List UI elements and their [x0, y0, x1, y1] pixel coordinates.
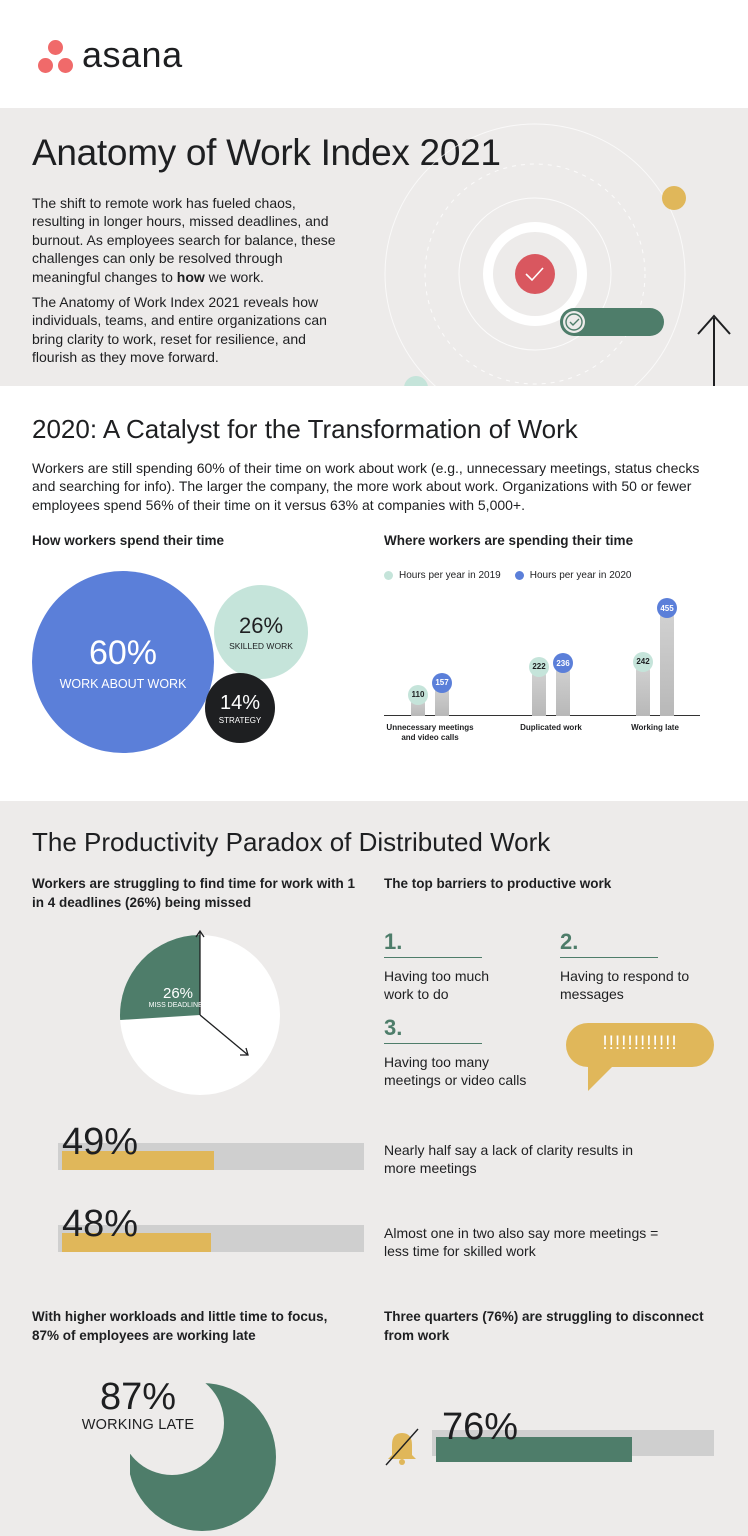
disconnect-bar-fill	[436, 1437, 633, 1462]
pie-label: 26% MISS DEADLINES	[148, 985, 208, 1009]
bar-2-1	[660, 610, 674, 716]
late-label: 87% WORKING LATE	[81, 1376, 195, 1433]
barrier-3: 3. Having too many meetings or video cal…	[384, 1015, 527, 1088]
hours-bar-chart: 110 157 222 236 242 455	[384, 596, 700, 716]
paradox-title: The Productivity Paradox of Distributed …	[32, 827, 551, 857]
work-about-work-bubble: 60% WORK ABOUT WORK	[32, 571, 214, 753]
stat-2-text: Almost one in two also say more meetings…	[384, 1225, 659, 1260]
legend-swatch-2020	[514, 571, 524, 580]
bar-value-label: 157	[432, 672, 452, 693]
stat-2-pct: 48%	[62, 1203, 139, 1245]
stat-bar-2-track	[58, 1225, 364, 1252]
legend-label-2020: Hours per year in 2020	[529, 570, 632, 581]
brand-wordmark: asana	[82, 34, 183, 75]
hero-section: Anatomy of Work Index 2021 The shift to …	[0, 108, 748, 386]
barrier-2: 2. Having to respond to messages	[560, 929, 690, 1002]
x-label-meetings: Unnecessary meetings and video calls	[386, 723, 474, 742]
legend-label-2019: Hours per year in 2019	[399, 570, 501, 581]
bar-1-1	[556, 665, 570, 716]
chart-x-labels: Unnecessary meetings and video calls Dup…	[384, 723, 700, 753]
catalyst-section: 2020: A Catalyst for the Transformation …	[0, 386, 748, 801]
disconnect-bar-track	[432, 1430, 714, 1462]
deadlines-heading: Workers are struggling to find time for …	[32, 876, 356, 910]
moon-icon	[130, 1383, 276, 1531]
deadlines-pie	[119, 929, 280, 1095]
strategy-bubble: 14% STRATEGY	[205, 673, 275, 743]
hero-paragraph-1: The shift to remote work has fueled chao…	[32, 195, 336, 285]
paradox-section: The Productivity Paradox of Distributed …	[0, 801, 748, 1536]
hero-illustration	[384, 123, 731, 386]
page-title: Anatomy of Work Index 2021	[32, 132, 501, 173]
disconnect-heading: Three quarters (76%) are struggling to d…	[384, 1309, 704, 1343]
chart-legend: Hours per year in 2019 Hours per year in…	[384, 570, 631, 581]
stat-1-pct: 49%	[62, 1121, 139, 1163]
asana-logo-icon	[36, 40, 78, 78]
speech-bubble-icon	[566, 1023, 714, 1091]
catalyst-body: Workers are still spending 60% of their …	[32, 460, 700, 513]
x-label-duplicated: Duplicated work	[520, 723, 582, 732]
bar-value-label: 222	[529, 656, 549, 677]
legend-swatch-2019	[384, 571, 393, 580]
stat-bar-1-track	[58, 1143, 364, 1170]
disconnect-pct: 76%	[442, 1406, 519, 1448]
bar-2-0	[636, 663, 650, 716]
bar-value-label: 236	[553, 653, 573, 673]
chart-heading: Where workers are spending their time	[384, 533, 634, 548]
barrier-1: 1. Having too much work to do	[384, 929, 490, 1002]
bar-value-label: 455	[657, 598, 677, 619]
pie-slice-missed	[119, 935, 200, 1021]
stat-bar-1-fill	[62, 1151, 214, 1170]
bar-value-label: 110	[408, 684, 428, 705]
hero-paragraph-2: The Anatomy of Work Index 2021 reveals h…	[32, 294, 327, 366]
stat-1-text: Nearly half say a lack of clarity result…	[384, 1142, 633, 1177]
speech-bubble-text: !!!!!!!!!!!!	[602, 1033, 678, 1054]
catalyst-title: 2020: A Catalyst for the Transformation …	[32, 414, 578, 444]
x-label-working-late: Working late	[631, 723, 679, 732]
stat-bar-2-fill	[62, 1233, 211, 1252]
muted-bell-icon	[385, 1428, 419, 1466]
bar-value-label: 242	[633, 651, 653, 672]
bar-1-0	[532, 668, 546, 716]
barriers-heading: The top barriers to productive work	[384, 876, 612, 891]
late-heading: With higher workloads and little time to…	[32, 1309, 328, 1343]
skilled-work-bubble: 26% SKILLED WORK	[214, 585, 308, 679]
page-header: asana	[0, 0, 748, 108]
time-heading: How workers spend their time	[32, 533, 225, 548]
